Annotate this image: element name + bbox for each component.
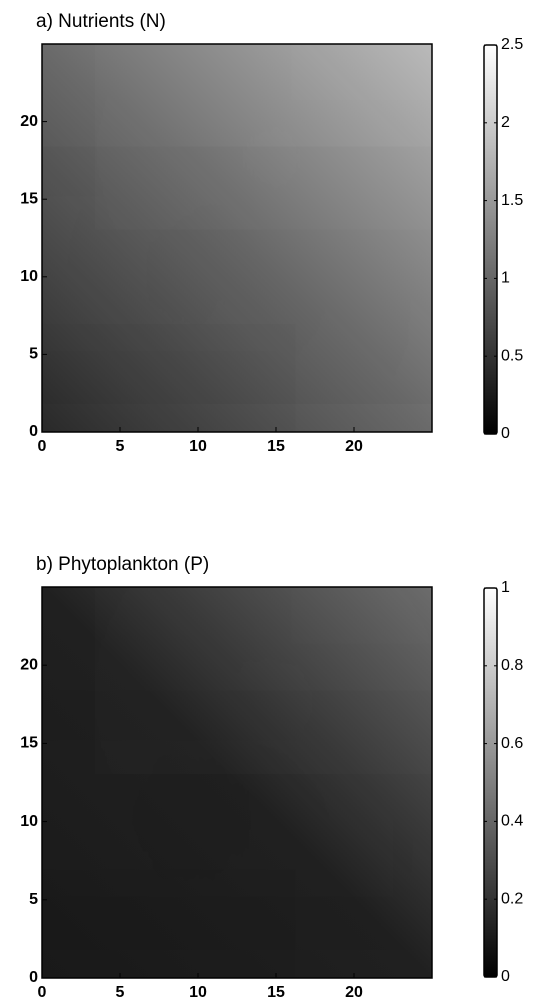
colorbar-tick-label: 0.2 (501, 890, 523, 907)
colorbar-tick-label: 0.6 (501, 735, 523, 752)
colorbar-tick-label: 0 (501, 425, 510, 442)
x-tick-label: 15 (267, 438, 285, 455)
heatmap-swirl (157, 605, 432, 731)
x-tick-label: 20 (345, 438, 363, 455)
colorbar-tick-label: 2 (501, 114, 510, 131)
panel: a) Nutrients (N) 0 5 10 15 20 0 5 10 15 20 0 0.5 1 1.5… (20, 11, 523, 455)
heatmap-image (42, 44, 432, 432)
heatmap-swirl (45, 872, 273, 978)
colorbar-tick-label: 0.8 (501, 657, 523, 674)
colorbar-tick-label: 2.5 (501, 36, 523, 53)
heatmap-swirl (275, 361, 432, 432)
x-tick-label: 5 (116, 438, 125, 455)
y-tick-label: 10 (20, 813, 38, 830)
y-tick-label: 5 (29, 346, 38, 363)
x-tick-label: 10 (189, 984, 207, 1001)
colorbar-tick-label: 1.5 (501, 192, 523, 209)
y-tick-label: 20 (20, 656, 38, 673)
panel-title: b) Phytoplankton (P) (36, 554, 209, 575)
panel-title: a) Nutrients (N) (36, 11, 166, 32)
colorbar (483, 44, 498, 435)
colorbar-tick-label: 1 (501, 579, 510, 596)
heatmap-swirl (42, 730, 432, 923)
heatmap-swirl (42, 186, 432, 377)
heatmap-swirl (275, 906, 432, 978)
plot-frame (41, 586, 433, 979)
heatmap-swirl (255, 44, 304, 123)
heatmap-swirl (255, 587, 304, 667)
x-tick-label: 20 (345, 984, 363, 1001)
y-tick-label: 20 (20, 113, 38, 130)
y-tick-label: 5 (29, 891, 38, 908)
heatmap-swirl (42, 814, 168, 978)
colorbar-tick-label: 1 (501, 270, 510, 287)
y-tick-label: 15 (20, 190, 38, 207)
plot-frame (41, 43, 433, 433)
x-tick-label: 15 (267, 984, 285, 1001)
heatmap-image (42, 587, 432, 978)
heatmap-swirl (216, 322, 432, 432)
y-tick-label: 0 (29, 423, 38, 440)
x-tick-label: 10 (189, 438, 207, 455)
heatmap-swirl (295, 587, 432, 654)
heatmap-swirl (216, 867, 432, 978)
x-tick-label: 5 (116, 984, 125, 1001)
colorbar-tick-label: 0.5 (501, 347, 523, 364)
y-tick-label: 15 (20, 735, 38, 752)
x-tick-label: 0 (38, 438, 47, 455)
colorbar-tick-label: 0 (501, 968, 510, 985)
heatmap-swirl (42, 208, 345, 339)
heatmap-swirl (295, 44, 432, 110)
heatmap-swirl (45, 326, 273, 432)
x-tick-label: 0 (38, 984, 47, 1001)
y-tick-label: 0 (29, 969, 38, 986)
heatmap-swirl (42, 753, 345, 884)
colorbar (483, 587, 498, 978)
heatmap-swirl (42, 269, 168, 432)
colorbar-tick-label: 0.4 (501, 813, 523, 830)
heatmap-swirl (135, 44, 432, 216)
heatmap-swirl (135, 587, 432, 760)
heatmap-swirl (196, 620, 307, 714)
panel: b) Phytoplankton (P) 0 5 10 15 20 0 5 10 15 20 0 0.2… (20, 554, 523, 1001)
heatmap-swirl (157, 62, 432, 187)
y-tick-label: 10 (20, 268, 38, 285)
heatmap-swirl (196, 76, 307, 170)
